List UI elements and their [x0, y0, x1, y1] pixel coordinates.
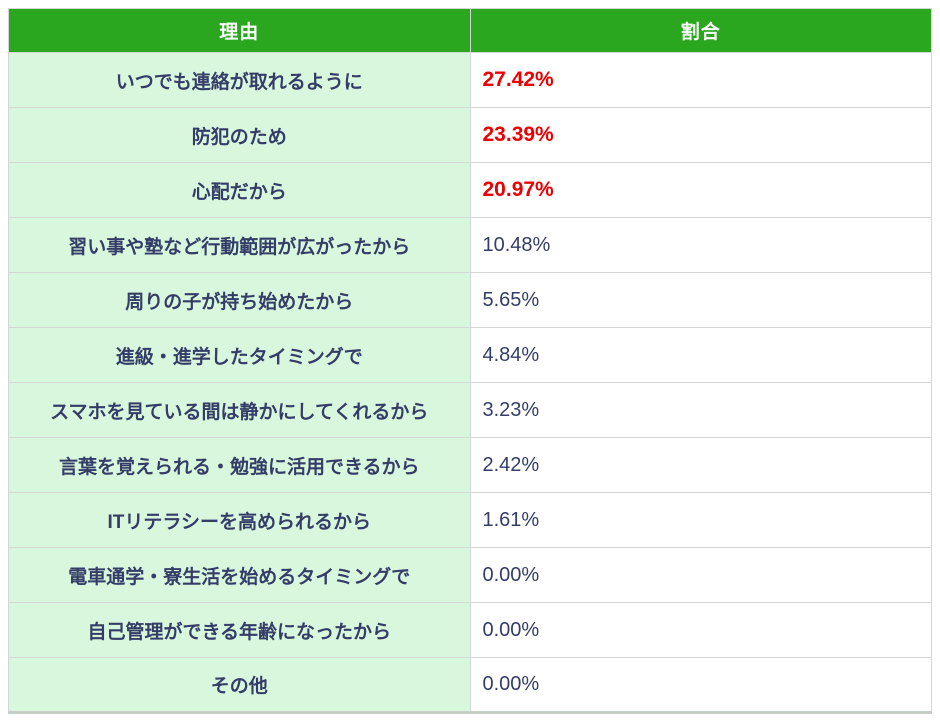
- value-cell: 4.84%: [469, 327, 932, 383]
- value-cell: 0.00%: [469, 547, 932, 603]
- reason-cell: ITリテラシーを高められるから: [8, 492, 471, 548]
- table-row: 防犯のため 23.39%: [8, 107, 932, 163]
- reason-cell: 進級・進学したタイミングで: [8, 327, 471, 383]
- table-row: 心配だから 20.97%: [8, 162, 932, 218]
- column-header-reason: 理由: [8, 8, 471, 53]
- reason-cell: 防犯のため: [8, 107, 471, 163]
- table-row: 電車通学・寮生活を始めるタイミングで 0.00%: [8, 547, 932, 603]
- table-row: スマホを見ている間は静かにしてくれるから 3.23%: [8, 382, 932, 438]
- header-row: 理由 割合: [8, 8, 932, 53]
- table-row: 習い事や塾など行動範囲が広がったから 10.48%: [8, 217, 932, 273]
- table-row: ITリテラシーを高められるから 1.61%: [8, 492, 932, 548]
- table-row: 進級・進学したタイミングで 4.84%: [8, 327, 932, 383]
- value-cell: 2.42%: [469, 437, 932, 493]
- reason-cell: その他: [8, 657, 471, 713]
- table-header: 理由 割合: [8, 8, 932, 53]
- value-cell: 1.61%: [469, 492, 932, 548]
- value-cell: 5.65%: [469, 272, 932, 328]
- reason-cell: 言葉を覚えられる・勉強に活用できるから: [8, 437, 471, 493]
- column-header-ratio: 割合: [469, 8, 932, 53]
- table-row: その他 0.00%: [8, 657, 932, 713]
- table-row: いつでも連絡が取れるように 27.42%: [8, 52, 932, 108]
- value-cell: 0.00%: [469, 602, 932, 658]
- value-cell: 10.48%: [469, 217, 932, 273]
- value-cell: 20.97%: [469, 162, 932, 218]
- value-cell: 27.42%: [469, 52, 932, 108]
- table-row: 自己管理ができる年齢になったから 0.00%: [8, 602, 932, 658]
- value-cell: 3.23%: [469, 382, 932, 438]
- reason-cell: いつでも連絡が取れるように: [8, 52, 471, 108]
- value-cell: 0.00%: [469, 657, 932, 713]
- value-cell: 23.39%: [469, 107, 932, 163]
- table-body: いつでも連絡が取れるように 27.42% 防犯のため 23.39% 心配だから …: [8, 52, 932, 713]
- reason-cell: 習い事や塾など行動範囲が広がったから: [8, 217, 471, 273]
- reason-cell: 心配だから: [8, 162, 471, 218]
- reason-cell: 周りの子が持ち始めたから: [8, 272, 471, 328]
- reason-cell: 電車通学・寮生活を始めるタイミングで: [8, 547, 471, 603]
- table-row: 周りの子が持ち始めたから 5.65%: [8, 272, 932, 328]
- table-row: 言葉を覚えられる・勉強に活用できるから 2.42%: [8, 437, 932, 493]
- reason-cell: スマホを見ている間は静かにしてくれるから: [8, 382, 471, 438]
- survey-table: 理由 割合 いつでも連絡が取れるように 27.42% 防犯のため 23.39% …: [8, 8, 932, 714]
- reason-cell: 自己管理ができる年齢になったから: [8, 602, 471, 658]
